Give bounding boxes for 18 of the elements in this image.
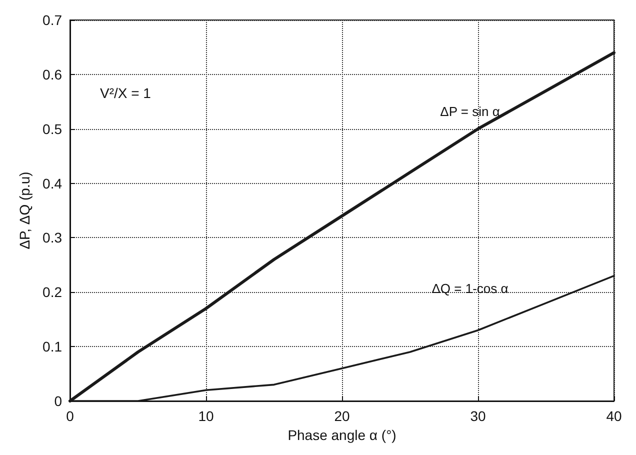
y-tick-label: 0.5 [42, 120, 62, 137]
y-tick-label: 0 [54, 393, 62, 409]
series-label: ΔQ = 1-cos α [432, 281, 509, 296]
y-axis-title: ΔP, ΔQ (p.u) [16, 172, 33, 250]
y-tick-label: 0.3 [42, 230, 62, 246]
y-tick-label: 0.4 [42, 175, 62, 192]
y-tick-label: 0.7 [42, 12, 62, 28]
x-tick-label: 10 [198, 408, 214, 424]
x-axis-title: Phase angle α (°) [288, 426, 396, 443]
x-tick-label: 30 [470, 408, 486, 424]
series-label: ΔP = sin α [440, 104, 500, 119]
x-tick-label: 20 [334, 408, 350, 424]
y-tick-label: 0.1 [42, 338, 62, 355]
y-tick-label: 0.2 [42, 284, 62, 300]
annotation: V²/X = 1 [100, 85, 152, 101]
x-tick-label: 0 [66, 408, 74, 424]
y-tick-label: 0.6 [42, 66, 62, 82]
x-tick-label: 40 [606, 408, 622, 424]
